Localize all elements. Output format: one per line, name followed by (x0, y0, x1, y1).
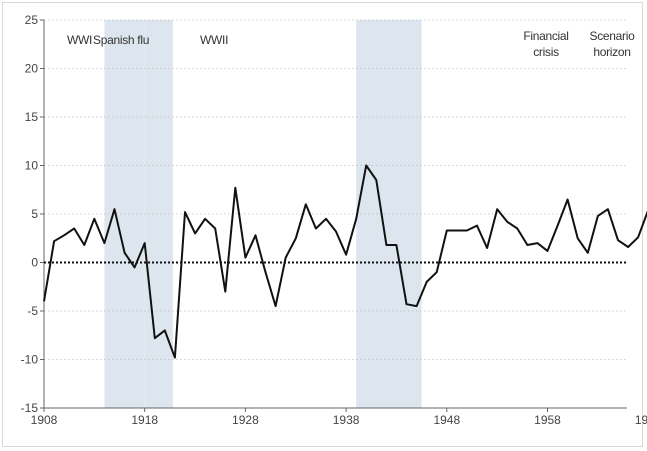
annotation-financial-crisis-line1: Financial (523, 29, 568, 43)
y-tick-label-15: 15 (25, 110, 39, 124)
annotation-scenario-horizon-line1: Scenario (590, 29, 636, 43)
y-tick-label-10: 10 (25, 159, 39, 173)
x-tick-label-1928: 1928 (232, 413, 259, 427)
x-tick-label-1968: 1968 (635, 413, 647, 427)
x-tick-label-1938: 1938 (333, 413, 360, 427)
x-tick-label-1948: 1948 (433, 413, 460, 427)
annotation-financial-crisis-line2: crisis (533, 45, 559, 59)
annotation-wwi: WWI (67, 33, 92, 47)
x-tick-label-1908: 1908 (31, 413, 58, 427)
y-tick-label--10: -10 (21, 353, 39, 367)
annotation-spanish-flu: Spanish flu (93, 33, 149, 47)
x-tick-labels: 1908191819281938194819581968197819881998… (31, 408, 647, 427)
y-tick-labels: 25 20 15 10 5 0 -5 -10 -15 (21, 13, 44, 415)
y-tick-label--5: -5 (27, 304, 38, 318)
annotation-wwii: WWII (200, 33, 228, 47)
y-tick-label-20: 20 (25, 62, 39, 76)
series-line-historical (43, 164, 647, 359)
y-tick-label--15: -15 (21, 401, 39, 415)
series-lines (43, 164, 647, 359)
period-annotations: WWI Spanish flu WWII Financial crisis Sc… (67, 29, 635, 59)
y-tick-label-0: 0 (31, 256, 38, 270)
y-tick-label-25: 25 (25, 13, 39, 27)
y-tick-label-5: 5 (31, 207, 38, 221)
x-tick-label-1918: 1918 (131, 413, 158, 427)
x-tick-label-1958: 1958 (534, 413, 561, 427)
annotation-scenario-horizon-line2: horizon (593, 45, 630, 59)
